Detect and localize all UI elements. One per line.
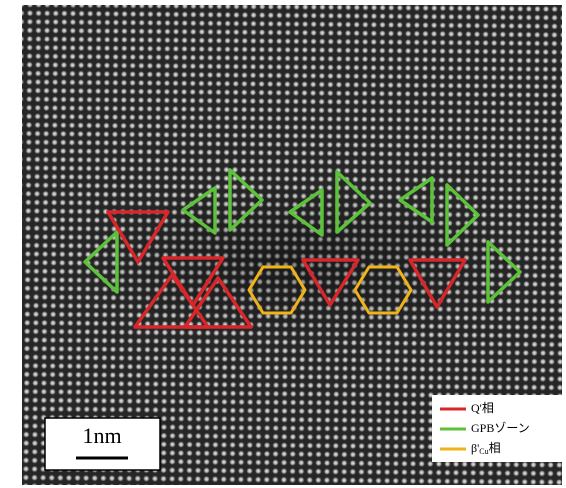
micrograph-figure: 1nm Q'相 GPBゾーン β'Cu相 xyxy=(0,0,566,488)
legend-label-main: β' xyxy=(471,441,479,455)
scale-bar-label: 1nm xyxy=(82,423,121,448)
legend-label: Q'相 xyxy=(471,401,494,415)
legend-label: GPBゾーン xyxy=(471,421,530,435)
legend: Q'相 GPBゾーン β'Cu相 xyxy=(432,395,565,462)
scale-bar: 1nm xyxy=(45,418,160,470)
legend-label-suffix: 相 xyxy=(489,441,501,455)
legend-label-subscript: Cu xyxy=(479,447,488,456)
